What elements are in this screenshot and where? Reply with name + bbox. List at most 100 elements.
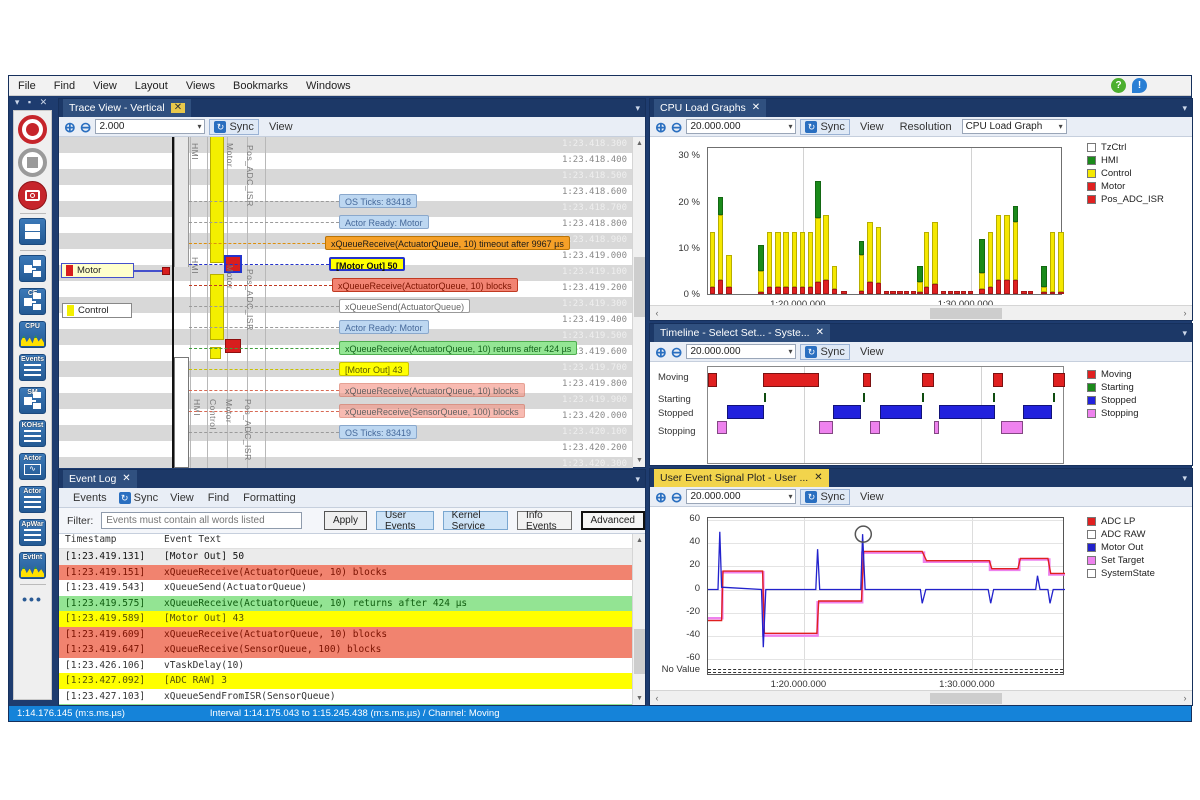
zoom-out-icon[interactable]: ⊖	[670, 343, 683, 360]
trace-event-label[interactable]: Actor Ready: Motor	[339, 320, 429, 334]
menu-item-bookmarks[interactable]: Bookmarks	[232, 79, 289, 92]
close-icon[interactable]: ✕	[815, 327, 824, 338]
trace-event-label[interactable]: xQueueReceive(SensorQueue, 100) blocks	[339, 404, 525, 418]
dock-item-actor-list[interactable]: Actor	[18, 486, 47, 515]
cpu-view-menu[interactable]: View	[859, 120, 884, 133]
help-icon[interactable]: ?	[1111, 78, 1126, 93]
scroll-up-icon[interactable]: ▲	[636, 140, 643, 147]
user-events-button[interactable]: User Events	[375, 510, 434, 532]
kernel-service-button[interactable]: Kernel Service	[442, 510, 509, 532]
signal-sync-button[interactable]: ↻ Sync	[800, 488, 850, 505]
menu-item-find[interactable]: Find	[53, 79, 76, 92]
selected-point-marker[interactable]	[854, 525, 873, 543]
task-legend-control[interactable]: Control	[62, 303, 132, 318]
table-row[interactable]: [1:23.419.609] xQueueReceive(ActuatorQueu…	[59, 626, 632, 642]
advanced-button[interactable]: Advanced	[580, 511, 645, 530]
zoom-in-icon[interactable]: ⊕	[655, 118, 667, 135]
filter-input[interactable]	[101, 512, 302, 529]
trace-event-label[interactable]: [Motor Out] 43	[339, 362, 409, 376]
cpu-sync-button[interactable]: ↻ Sync	[800, 118, 850, 135]
apply-button[interactable]: Apply	[323, 511, 367, 530]
scroll-right-icon[interactable]: ›	[1183, 308, 1187, 318]
tab-timeline[interactable]: Timeline - Select Set... - Syste... ✕	[654, 324, 830, 342]
tab-cpu-load[interactable]: CPU Load Graphs ✕	[654, 99, 767, 117]
cpu-zoom-combobox[interactable]: 20.000.000 ▾	[686, 119, 797, 134]
scroll-up-icon[interactable]: ▲	[636, 537, 643, 544]
chevron-down-icon[interactable]: ▾	[1182, 473, 1187, 483]
close-icon[interactable]: ✕	[170, 103, 186, 113]
task-legend-motor[interactable]: Motor	[61, 263, 134, 278]
trace-event-label[interactable]: xQueueReceive(ActuatorQueue, 10) timeout…	[325, 236, 570, 250]
menu-item-layout[interactable]: Layout	[134, 79, 168, 92]
scroll-left-icon[interactable]: ‹	[655, 308, 659, 318]
trace-event-label[interactable]: Actor Ready: Motor	[339, 215, 429, 229]
event-log-menu-view[interactable]: View	[170, 491, 194, 504]
signal-plot-chart[interactable]: 60 40 20 0 -20 -40 -60 No Value 1:20.000.000 1:30…	[650, 507, 1192, 690]
zoom-out-icon[interactable]: ⊖	[670, 118, 683, 135]
scroll-left-icon[interactable]: ‹	[655, 693, 659, 703]
table-row[interactable]: [1:23.419.575] xQueueReceive(ActuatorQueu…	[59, 595, 632, 611]
dock-item-layout-grid[interactable]	[18, 218, 47, 247]
menu-item-file[interactable]: File	[18, 79, 36, 92]
menu-item-view[interactable]: View	[93, 79, 117, 92]
table-row[interactable]: [1:23.427.092] [ADC RAW] 3	[59, 673, 632, 689]
cpu-resolution-menu[interactable]: Resolution	[899, 120, 952, 133]
chevron-down-icon[interactable]: ▾	[1182, 103, 1187, 113]
trace-event-label[interactable]: [Motor Out] 50	[329, 257, 405, 271]
dock-item-kernel-object-history[interactable]: KOHst	[18, 420, 47, 449]
chevron-down-icon[interactable]: ▾	[635, 474, 640, 484]
zoom-out-icon[interactable]: ⊖	[670, 488, 683, 505]
trace-event-label[interactable]: xQueueReceive(ActuatorQueue, 10) returns…	[339, 341, 578, 355]
dock-item-trace-view[interactable]	[18, 255, 47, 284]
dock-item-api-warnings[interactable]: ApWar	[18, 519, 47, 548]
dock-item-record[interactable]	[18, 115, 47, 144]
table-row[interactable]: [1:23.427.143]xQueueReceive(SensorQueue,…	[59, 704, 632, 705]
event-log-menu-find[interactable]: Find	[207, 491, 230, 504]
cpu-horizontal-scrollbar[interactable]: ‹ ›	[650, 305, 1192, 320]
trace-event-label[interactable]: OS Ticks: 83419	[339, 425, 418, 439]
feedback-icon[interactable]: !	[1132, 78, 1147, 93]
table-row[interactable]: [1:23.426.106] vTaskDelay(10)	[59, 657, 632, 673]
dock-item-communication-flow[interactable]: CF	[18, 288, 47, 317]
table-row[interactable]: [1:23.419.647] xQueueReceive(SensorQueue,…	[59, 642, 632, 658]
chevron-down-icon[interactable]: ▾	[1182, 328, 1187, 338]
table-row[interactable]: [1:23.419.589] [Motor Out] 43	[59, 611, 632, 627]
dock-item-actor-graph[interactable]: Actor ∿	[18, 453, 47, 482]
timeline-zoom-combobox[interactable]: 20.000.000 ▾	[686, 344, 797, 359]
timeline-sync-button[interactable]: ↻ Sync	[800, 343, 850, 360]
close-icon[interactable]: ✕	[122, 473, 131, 484]
event-marker[interactable]	[225, 339, 241, 353]
dock-window-buttons[interactable]: ▾ ▪ ✕	[14, 97, 51, 107]
table-row[interactable]: [1:23.427.103] xQueueSendFromISR(SensorQu…	[59, 688, 632, 704]
event-log-menu-formatting[interactable]: Formatting	[243, 491, 296, 504]
cpu-load-chart[interactable]: 0 % 10 % 20 % 30 % 1:20.000.000 1:30.000.000 T…	[650, 137, 1192, 310]
menu-item-views[interactable]: Views	[185, 79, 215, 92]
zoom-in-icon[interactable]: ⊕	[655, 488, 667, 505]
timeline-chart[interactable]: Moving Starting Stopped Stopping Moving Start…	[650, 362, 1192, 465]
signal-horizontal-scrollbar[interactable]: ‹ ›	[650, 690, 1192, 705]
zoom-in-icon[interactable]: ⊕	[655, 343, 667, 360]
table-row[interactable]: [1:23.419.151] xQueueReceive(ActuatorQueu…	[59, 564, 632, 580]
event-log-scrollbar[interactable]: ▲ ▼	[632, 534, 645, 705]
trace-event-label[interactable]: xQueueReceive(ActuatorQueue, 10) blocks	[332, 278, 518, 292]
dock-item-state-machine[interactable]: SM	[18, 387, 47, 416]
dock-item-more[interactable]: •••	[22, 591, 43, 607]
tab-signal-plot[interactable]: User Event Signal Plot - User ... ✕	[654, 469, 829, 487]
scroll-down-icon[interactable]: ▼	[636, 695, 643, 702]
tab-trace-view[interactable]: Trace View - Vertical ✕	[63, 99, 192, 117]
info-events-button[interactable]: Info Events	[517, 510, 572, 532]
close-icon[interactable]: ✕	[751, 102, 761, 113]
event-log-sync-button[interactable]: ↻ Sync	[115, 490, 162, 506]
trace-canvas[interactable]: 1:23.418.300 1:23.418.400 1:23.418.500 1:23…	[59, 137, 633, 468]
trace-zoom-combobox[interactable]: 2.000 ▾	[95, 119, 206, 134]
timeline-view-menu[interactable]: View	[859, 345, 884, 358]
event-log-table[interactable]: Timestamp Event Text [1:23.419.131] [Motor …	[59, 534, 632, 705]
zoom-in-icon[interactable]: ⊕	[64, 118, 76, 135]
scroll-down-icon[interactable]: ▼	[636, 457, 643, 464]
trace-sync-button[interactable]: ↻ Sync	[209, 118, 259, 135]
dock-item-event-log[interactable]: Events	[18, 354, 47, 383]
menu-item-windows[interactable]: Windows	[306, 79, 351, 92]
dock-item-cpu-load[interactable]: CPU	[18, 321, 47, 350]
table-row[interactable]: [1:23.419.543] xQueueSend(ActuatorQueue)	[59, 580, 632, 596]
trace-vertical-scrollbar[interactable]: ▲ ▼	[632, 137, 645, 467]
